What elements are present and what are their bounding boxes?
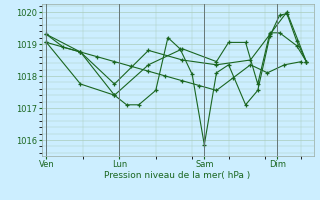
X-axis label: Pression niveau de la mer( hPa ): Pression niveau de la mer( hPa ) — [104, 171, 251, 180]
